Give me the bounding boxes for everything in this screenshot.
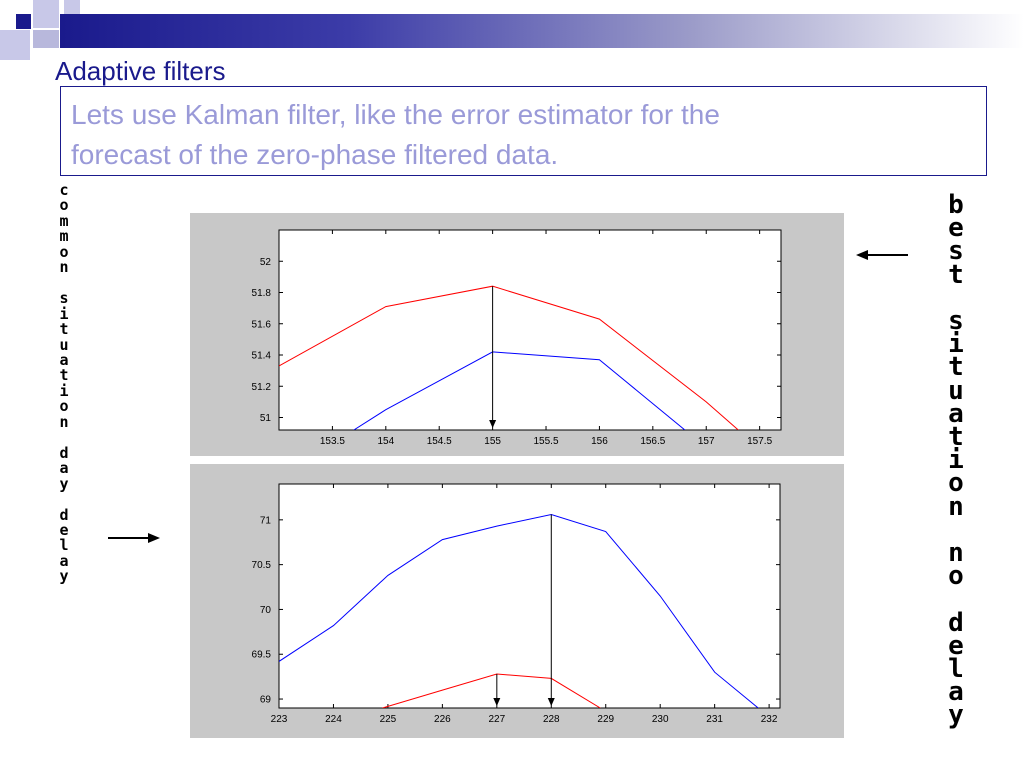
vertical-letter: t — [948, 259, 964, 290]
plot-area — [278, 229, 782, 431]
x-tick-label: 230 — [652, 714, 669, 725]
x-tick-label: 225 — [380, 714, 397, 725]
vertical-letter: o — [59, 397, 69, 416]
vertical-letter: s — [948, 236, 964, 267]
title-gradient-bar — [60, 14, 1024, 48]
y-tick-label: 69 — [260, 695, 272, 706]
vertical-letter: t — [948, 352, 964, 383]
vertical-letter: o — [59, 196, 69, 215]
vertical-letter: u — [948, 375, 964, 406]
vertical-letter: y — [948, 700, 964, 731]
arrow-left-icon — [856, 250, 908, 260]
x-tick-label: 155.5 — [534, 436, 559, 447]
bottom-chart-panel: 223 224 225 226 227 228 229 230 231 232 69 69.5 70 70… — [190, 464, 844, 738]
plot-area — [278, 483, 781, 709]
x-tick-label: 156 — [591, 436, 608, 447]
marker-arrow-head — [489, 420, 497, 428]
vertical-letter: m — [59, 227, 69, 246]
vertical-letter: y — [59, 474, 69, 493]
vertical-letter: d — [948, 607, 964, 638]
y-tick-label: 71 — [260, 515, 272, 526]
x-tick-label: 226 — [434, 714, 451, 725]
vertical-letter: y — [59, 567, 69, 586]
vertical-letter: a — [948, 677, 964, 708]
x-tick-label: 223 — [271, 714, 288, 725]
vertical-letter: i — [948, 329, 964, 360]
vertical-letter: t — [948, 422, 964, 453]
vertical-letter: e — [948, 213, 964, 244]
vertical-letter: u — [59, 335, 69, 354]
vertical-letter: n — [948, 538, 964, 569]
y-tick-label: 70.5 — [252, 560, 272, 571]
body-line-2: forecast of the zero-phase filtered data… — [71, 139, 559, 170]
vertical-letter: o — [948, 561, 964, 592]
x-tick-label: 229 — [597, 714, 614, 725]
x-tick-label: 154 — [377, 436, 394, 447]
vertical-letter: n — [59, 412, 69, 431]
vertical-letter: a — [948, 398, 964, 429]
top-line-chart: 153.5 154 154.5 155 155.5 156 156.5 157 157.5 51 5… — [252, 229, 782, 447]
y-tick-label: 51 — [260, 413, 272, 424]
x-tick-label: 231 — [706, 714, 723, 725]
vertical-letter: t — [59, 320, 69, 339]
slide-title: Adaptive filters — [55, 56, 226, 86]
x-tick-label: 156.5 — [640, 436, 665, 447]
vertical-letter: d — [59, 443, 69, 462]
vertical-letter: i — [948, 445, 964, 476]
corner-square-mid — [33, 30, 59, 48]
x-tick-label: 227 — [488, 714, 505, 725]
x-tick-label: 157 — [698, 436, 715, 447]
vertical-letter: o — [948, 468, 964, 499]
vertical-letter: s — [948, 306, 964, 337]
corner-square-dark — [16, 14, 31, 29]
y-tick-label: 69.5 — [252, 650, 272, 661]
vertical-letter: e — [59, 520, 69, 539]
vertical-letter: i — [59, 381, 69, 400]
x-tick-label: 154.5 — [427, 436, 452, 447]
vertical-letter: s — [59, 289, 69, 308]
vertical-letter: n — [948, 491, 964, 522]
arrow-right-icon — [108, 533, 160, 543]
marker-arrow-head — [493, 698, 501, 706]
vertical-letter: d — [59, 505, 69, 524]
vertical-letter: n — [59, 258, 69, 277]
red-series-line — [279, 285, 739, 430]
top-chart-panel: 153.5 154 154.5 155 155.5 156 156.5 157 157.5 51 5… — [190, 213, 844, 456]
x-tick-label: 153.5 — [320, 436, 345, 447]
y-tick-label: 51.4 — [252, 351, 272, 362]
marker-arrow-head — [547, 698, 555, 706]
corner-square-mid — [64, 0, 80, 14]
body-line-1: Lets use Kalman filter, like the error e… — [71, 99, 720, 130]
vertical-letter: l — [59, 536, 69, 555]
corner-square-light — [33, 0, 59, 28]
vertical-letter: l — [948, 654, 964, 685]
y-tick-label: 70 — [260, 605, 272, 616]
vertical-letter: a — [59, 459, 69, 478]
y-tick-label: 51.2 — [252, 382, 272, 393]
x-tick-label: 232 — [761, 714, 778, 725]
x-tick-label: 157.5 — [747, 436, 772, 447]
y-tick-label: 51.8 — [252, 288, 272, 299]
x-tick-label: 224 — [325, 714, 342, 725]
corner-square-light — [0, 30, 30, 60]
y-tick-label: 51.6 — [252, 319, 272, 330]
vertical-letter: e — [948, 630, 964, 661]
vertical-letter: t — [59, 366, 69, 385]
vertical-letter: b — [948, 190, 964, 220]
bottom-line-chart: 223 224 225 226 227 228 229 230 231 232 69 69.5 70 70… — [252, 483, 781, 725]
vertical-letter: a — [59, 551, 69, 570]
blue-series-line — [279, 513, 759, 708]
vertical-letter: a — [59, 350, 69, 369]
vertical-letter: i — [59, 304, 69, 323]
body-textbox: Lets use Kalman filter, like the error e… — [60, 86, 987, 176]
vertical-letter: m — [59, 211, 69, 230]
x-tick-label: 155 — [484, 436, 501, 447]
x-tick-label: 228 — [543, 714, 560, 725]
vertical-letter: o — [59, 242, 69, 261]
y-tick-label: 52 — [260, 257, 272, 268]
vertical-letter: c — [59, 181, 69, 199]
